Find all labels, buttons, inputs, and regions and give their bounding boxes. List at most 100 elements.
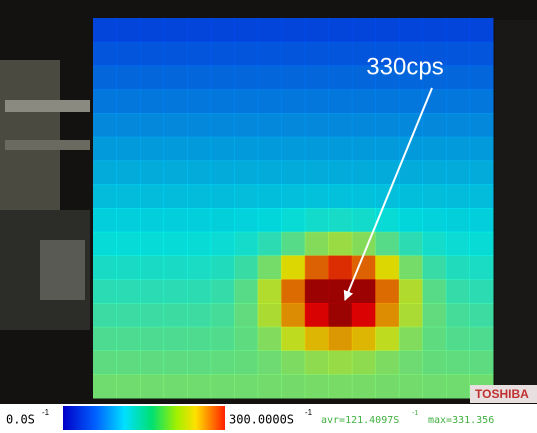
heat-cell	[305, 374, 329, 398]
heat-cell	[422, 161, 446, 185]
heat-cell	[234, 208, 258, 232]
heat-cell	[258, 374, 282, 398]
heat-cell	[375, 327, 399, 351]
heat-cell	[187, 351, 211, 375]
heat-cell	[422, 327, 446, 351]
heat-cell	[469, 66, 493, 90]
heat-cell	[399, 89, 423, 113]
heat-cell	[446, 184, 470, 208]
heat-cell	[328, 256, 352, 280]
heat-cell	[117, 137, 141, 161]
heat-cell	[164, 18, 188, 42]
heat-cell	[375, 279, 399, 303]
heat-cell	[140, 351, 164, 375]
heat-cell	[422, 18, 446, 42]
heat-cell	[140, 42, 164, 66]
heat-cell	[234, 42, 258, 66]
heat-cell	[234, 327, 258, 351]
heat-cell	[305, 208, 329, 232]
heat-cell	[446, 66, 470, 90]
heat-cell	[211, 303, 235, 327]
heat-cell	[446, 42, 470, 66]
heat-cell	[375, 137, 399, 161]
heat-cell	[234, 161, 258, 185]
heat-cell	[422, 374, 446, 398]
heat-cell	[328, 351, 352, 375]
heat-cell	[93, 42, 117, 66]
heat-cell	[164, 351, 188, 375]
heat-cell	[187, 42, 211, 66]
heat-cell	[164, 374, 188, 398]
heat-cell	[281, 89, 305, 113]
heat-cell	[375, 256, 399, 280]
heat-cell	[375, 374, 399, 398]
heat-cell	[446, 232, 470, 256]
heat-cell	[117, 303, 141, 327]
heat-cell	[211, 113, 235, 137]
heat-cell	[258, 279, 282, 303]
heat-cell	[187, 279, 211, 303]
heat-cell	[258, 18, 282, 42]
heat-cell	[258, 303, 282, 327]
heat-cell	[446, 256, 470, 280]
heat-cell	[164, 89, 188, 113]
heat-cell	[352, 184, 376, 208]
heat-cell	[399, 232, 423, 256]
heat-cell	[211, 42, 235, 66]
heat-cell	[140, 18, 164, 42]
heat-cell	[258, 351, 282, 375]
heat-cell	[352, 18, 376, 42]
heat-cell	[281, 66, 305, 90]
heat-cell	[328, 374, 352, 398]
heat-cell	[422, 113, 446, 137]
heat-cell	[305, 161, 329, 185]
heat-cell	[399, 208, 423, 232]
heat-cell	[140, 161, 164, 185]
heat-cell	[140, 137, 164, 161]
heat-cell	[211, 208, 235, 232]
heat-cell	[281, 351, 305, 375]
heat-cell	[93, 303, 117, 327]
heat-cell	[281, 18, 305, 42]
heat-cell	[469, 184, 493, 208]
heat-cell	[211, 161, 235, 185]
heat-cell	[446, 303, 470, 327]
heat-cell	[446, 113, 470, 137]
heat-cell	[469, 18, 493, 42]
scale-min-exp: -1	[42, 408, 50, 417]
photo-background	[495, 20, 537, 400]
heat-cell	[399, 256, 423, 280]
heat-cell	[164, 232, 188, 256]
heat-cell	[234, 113, 258, 137]
heat-cell	[258, 256, 282, 280]
heat-cell	[469, 351, 493, 375]
heat-cell	[164, 42, 188, 66]
average: avr=121.4097S	[321, 415, 399, 426]
heat-cell	[234, 256, 258, 280]
heat-cell	[93, 184, 117, 208]
heat-cell	[117, 66, 141, 90]
heat-cell	[281, 161, 305, 185]
heat-cell	[164, 208, 188, 232]
heat-cell	[140, 66, 164, 90]
heat-cell	[305, 89, 329, 113]
heat-cell	[469, 161, 493, 185]
heat-cell	[328, 232, 352, 256]
heat-cell	[469, 279, 493, 303]
heat-cell	[117, 256, 141, 280]
heat-cell	[164, 113, 188, 137]
heat-cell	[211, 66, 235, 90]
heat-cell	[281, 42, 305, 66]
heat-cell	[352, 374, 376, 398]
color-bar	[63, 406, 225, 430]
heat-cell	[305, 279, 329, 303]
heat-cell	[352, 161, 376, 185]
heat-cell	[446, 327, 470, 351]
heat-cell	[352, 89, 376, 113]
heat-cell	[93, 113, 117, 137]
heat-cell	[93, 351, 117, 375]
screenshot: 330cps TOSHIBA 0.0S -1 300.0000S -1 avr=…	[0, 0, 537, 433]
heat-cell	[352, 327, 376, 351]
camera-view: 330cps TOSHIBA 0.0S -1 300.0000S -1 avr=…	[0, 0, 537, 433]
heat-cell	[469, 137, 493, 161]
